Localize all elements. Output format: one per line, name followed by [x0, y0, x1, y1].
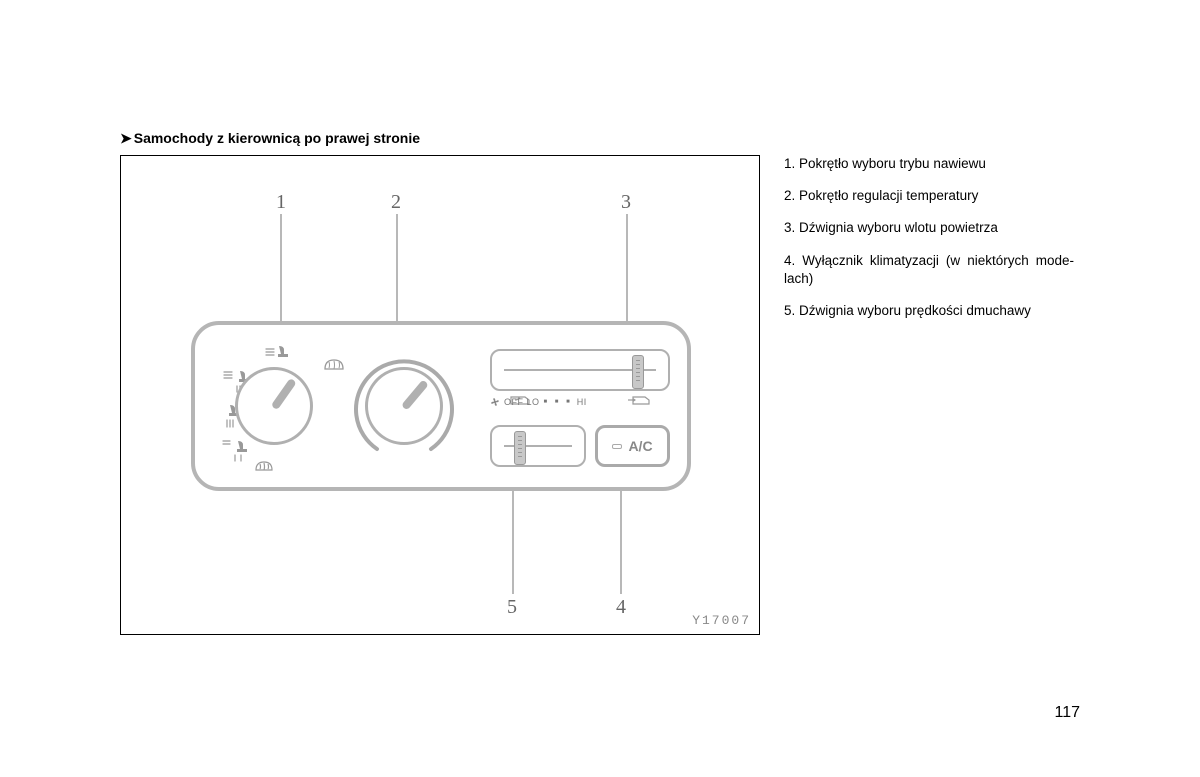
- fan-off-lo-label: OFF LO: [504, 397, 540, 407]
- ac-label: A/C: [628, 438, 652, 454]
- legend-item: 2. Pokrętło regulacji temperatury: [784, 187, 1074, 205]
- legend-list: 1. Pokrętło wyboru trybu nawiewu 2. Pokr…: [784, 155, 1074, 334]
- page-number: 117: [1054, 704, 1080, 722]
- dial-indicator: [271, 378, 297, 410]
- content-row: 1 2 3 4 5: [120, 155, 1080, 635]
- slider-handle: [632, 355, 644, 389]
- airflow-mode-dial: [235, 367, 313, 445]
- hvac-panel: OFF LO ■ ■ ■ HI A/C: [191, 321, 691, 491]
- air-intake-slider: [490, 349, 670, 391]
- fan-speed-labels: OFF LO ■ ■ ■ HI: [490, 397, 587, 407]
- fan-dots: ■ ■ ■: [544, 399, 573, 405]
- fan-icon: [490, 397, 500, 407]
- legend-item: 3. Dźwignia wyboru wlotu powietrza: [784, 219, 1074, 237]
- heading-arrow-icon: ➤: [120, 130, 132, 146]
- figure-code: Y17007: [692, 613, 751, 628]
- section-heading: ➤Samochody z kierownicą po prawej stroni…: [120, 130, 1080, 147]
- dial-indicator: [401, 379, 429, 410]
- heading-text: Samochody z kierownicą po prawej stronie: [134, 130, 420, 146]
- manual-page: ➤Samochody z kierownicą po prawej stroni…: [120, 130, 1080, 635]
- fan-hi-label: HI: [577, 397, 587, 407]
- ac-button: A/C: [595, 425, 670, 467]
- legend-item: 1. Pokrętło wyboru trybu nawiewu: [784, 155, 1074, 173]
- legend-item: 5. Dźwignia wyboru prędkości dmuchawy: [784, 302, 1074, 320]
- slider-handle: [514, 431, 526, 465]
- legend-item: 4. Wyłącznik klimatyzacji (w niektórych …: [784, 252, 1074, 288]
- fresh-air-icon: [627, 393, 653, 407]
- ac-led-icon: [612, 444, 622, 449]
- figure-box: 1 2 3 4 5: [120, 155, 760, 635]
- fan-speed-slider: [490, 425, 586, 467]
- temperature-dial: [365, 367, 443, 445]
